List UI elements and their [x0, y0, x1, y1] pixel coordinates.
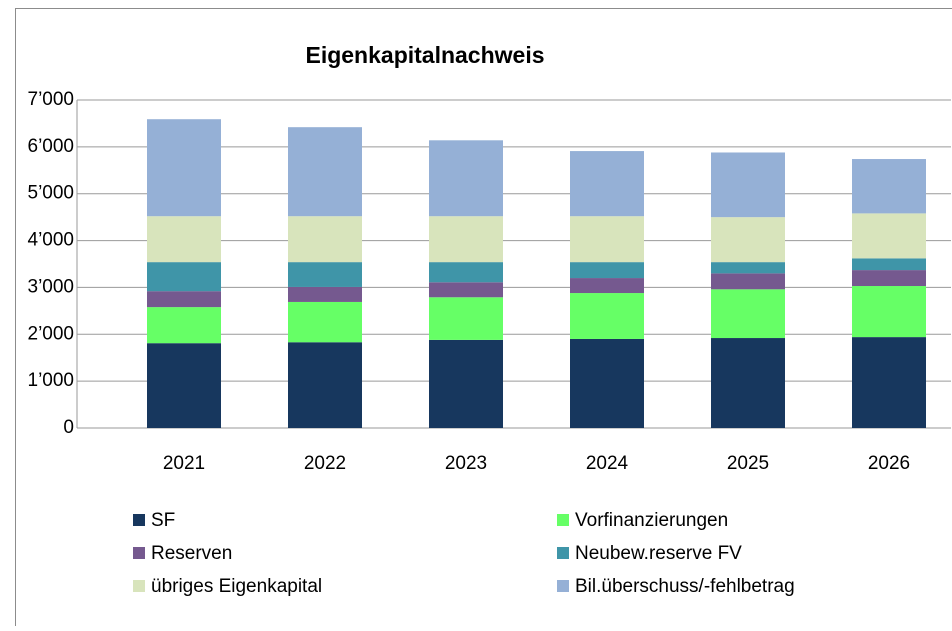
legend-label: übriges Eigenkapital: [151, 576, 322, 597]
bar-segment: [570, 293, 644, 339]
bar-segment: [852, 159, 926, 213]
bar-segment: [852, 286, 926, 337]
y-tick-label: 1’000: [28, 370, 75, 391]
y-tick-label: 7’000: [28, 89, 75, 110]
bar-segment: [570, 339, 644, 428]
bar-segment: [147, 119, 221, 216]
bar-segment: [852, 213, 926, 258]
bar-segment: [288, 302, 362, 342]
bar-segment: [288, 127, 362, 216]
legend-label: Vorfinanzierungen: [575, 510, 728, 531]
legend-swatch: [133, 514, 145, 526]
x-tick-label: 2024: [586, 453, 629, 474]
x-tick-label: 2025: [727, 453, 769, 474]
y-tick-label: 5’000: [28, 183, 75, 204]
bar-segment: [711, 338, 785, 428]
bar-segment: [711, 289, 785, 338]
y-tick-label: 3’000: [28, 276, 75, 297]
bar-segment: [852, 258, 926, 270]
bar-segment: [570, 278, 644, 293]
bar-segment: [288, 287, 362, 302]
y-tick-label: 4’000: [28, 230, 75, 251]
bar-segment: [147, 307, 221, 343]
bar-segment: [711, 262, 785, 273]
bar-segment: [288, 262, 362, 287]
bar-segment: [429, 340, 503, 428]
x-tick-label: 2022: [304, 453, 346, 474]
legend-label: Neubew.reserve FV: [575, 543, 742, 564]
legend-swatch: [557, 514, 569, 526]
legend-swatch: [133, 580, 145, 592]
legend-label: Bil.überschuss/-fehlbetrag: [575, 576, 795, 597]
bar-segment: [429, 297, 503, 340]
bar-segment: [429, 216, 503, 262]
bar-segment: [429, 262, 503, 282]
bar-segment: [288, 342, 362, 428]
bar-segment: [429, 282, 503, 297]
legend-swatch: [133, 547, 145, 559]
bar-segment: [147, 262, 221, 291]
y-tick-label: 0: [63, 417, 74, 438]
bar-segment: [570, 216, 644, 262]
y-tick-label: 2’000: [28, 323, 75, 344]
bar-segment: [711, 273, 785, 289]
legend-swatch: [557, 547, 569, 559]
x-tick-label: 2023: [445, 453, 487, 474]
legend-label: Reserven: [151, 543, 232, 564]
bar-segment: [852, 337, 926, 428]
bar-segment: [147, 216, 221, 262]
y-tick-label: 6’000: [28, 136, 75, 157]
bar-segment: [429, 140, 503, 216]
legend-label: SF: [151, 510, 175, 531]
bar-segment: [711, 152, 785, 217]
legend-swatch: [557, 580, 569, 592]
x-tick-label: 2026: [868, 453, 910, 474]
bar-segment: [147, 343, 221, 428]
chart-title: Eigenkapitalnachweis: [305, 42, 544, 68]
bar-segment: [570, 262, 644, 278]
bar-segment: [852, 270, 926, 286]
bar-segment: [711, 217, 785, 262]
bar-segment: [570, 151, 644, 216]
x-tick-label: 2021: [163, 453, 205, 474]
bar-segment: [288, 216, 362, 262]
bar-segment: [147, 291, 221, 307]
